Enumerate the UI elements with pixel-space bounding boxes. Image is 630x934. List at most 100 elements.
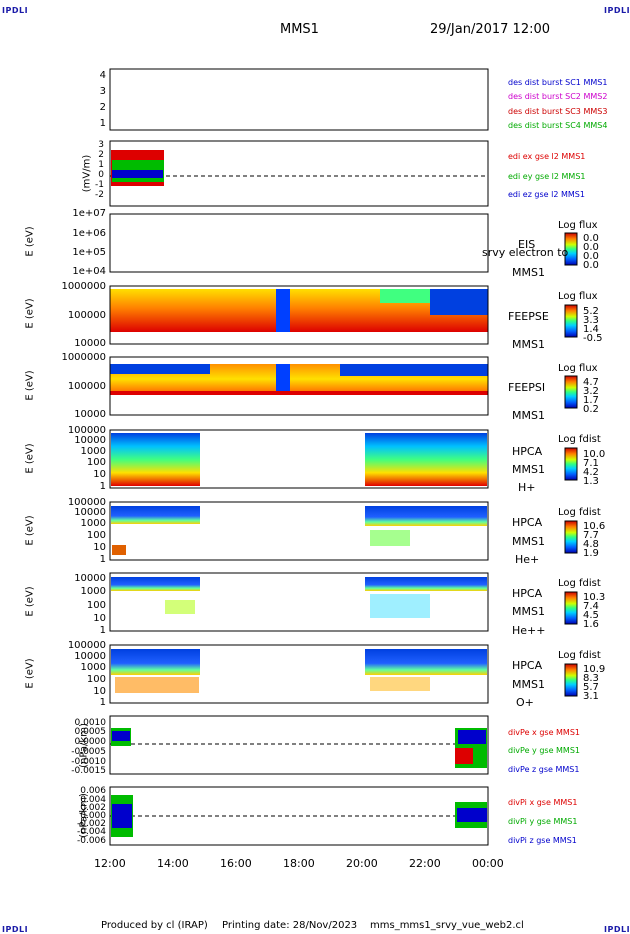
hpca-hepp-species: He++ xyxy=(512,624,546,637)
hpca-h-species: H+ xyxy=(518,481,536,494)
hpca-o-ytick-10: 10 xyxy=(93,686,106,697)
feepsi-bottom-band xyxy=(110,391,488,395)
des-legend-3: des dist burst SC3 MMS3 xyxy=(508,107,608,116)
hpca-o-colorbar-title: Log fdist xyxy=(558,650,601,661)
divpi-ytick-m0002: -0.002 xyxy=(76,819,106,829)
hpca-h-colorbar xyxy=(564,447,578,481)
hpca-h-ytick-1e5: 100000 xyxy=(67,425,106,436)
divpe-legend-y: divPe y gse MMS1 xyxy=(508,746,580,755)
footer-printing-date: Printing date: 28/Nov/2023 xyxy=(222,920,358,931)
divpe-legend-z: divPe z gse MMS1 xyxy=(508,765,580,774)
eis-colorbar xyxy=(564,232,578,266)
hpca-hepp-colorbar-title: Log fdist xyxy=(558,578,601,589)
feepse-ytick-1e6: 1000000 xyxy=(61,281,106,292)
xtick-1800: 18:00 xyxy=(283,857,315,870)
footer-produced-by: Produced by cl (IRAP) xyxy=(101,920,208,931)
hpca-o-ytick-1e2: 100 xyxy=(86,674,106,685)
eis-ytick-1e5: 1e+05 xyxy=(72,247,106,258)
hpca-hepp-block-1 xyxy=(111,577,200,591)
corner-label-bottom-left: IPDLI xyxy=(2,925,29,934)
divpi-ytick-m0004: -0.004 xyxy=(76,827,106,837)
hpca-hepp-ytick-1e3: 1000 xyxy=(80,586,106,597)
des-ytick-3: 3 xyxy=(99,86,106,97)
feepse-colorbar xyxy=(564,304,578,338)
feepsi-ytick-1e5: 100000 xyxy=(67,381,106,392)
hpca-he-ytick-1e2: 100 xyxy=(86,530,106,541)
edi-ytick-0: 0 xyxy=(98,170,104,180)
hpca-h-cb-tick-1: 10.0 xyxy=(583,449,606,460)
hpca-hepp-ytick-1e2: 100 xyxy=(86,600,106,611)
hpca-hepp-ytick-1: 1 xyxy=(99,625,106,636)
footer-filename: mms_mms1_srvy_vue_web2.cl xyxy=(370,920,524,931)
hpca-he-ytick-1e3: 1000 xyxy=(80,518,106,529)
feepsi-colorbar xyxy=(564,375,578,409)
divpe-legend-x: divPe x gse MMS1 xyxy=(508,728,580,737)
des-ytick-4: 4 xyxy=(99,70,106,81)
corner-label-top-right: IPDLI xyxy=(604,6,630,15)
eis-cb-tick-1: 0.0 xyxy=(583,233,599,244)
hpca-o-label: HPCA xyxy=(512,659,543,672)
hpca-he-block-1 xyxy=(111,506,200,524)
hpca-he-label: HPCA xyxy=(512,516,543,529)
hpca-hepp-ytick-10: 10 xyxy=(93,613,106,624)
hpca-hepp-label: HPCA xyxy=(512,587,543,600)
hpca-h-ytick-1e4: 10000 xyxy=(74,435,106,446)
hpca-h-ytick-10: 10 xyxy=(93,469,106,480)
divpe-ytick-0010: 0.0010 xyxy=(74,718,107,728)
edi-trace-z xyxy=(112,170,163,178)
eis-mms-label: MMS1 xyxy=(512,266,545,279)
eis-ytick-1e7: 1e+07 xyxy=(72,208,106,219)
hpca-he-ytick-1e5: 100000 xyxy=(67,497,106,508)
hpca-hepp-cb-tick-1: 10.3 xyxy=(583,592,606,603)
hpca-o-ytick-1e5: 100000 xyxy=(67,640,106,651)
eis-cb-tick-4: 0.0 xyxy=(583,260,599,271)
hpca-he-ytick-1e4: 10000 xyxy=(74,507,106,518)
feepse-colorbar-title: Log flux xyxy=(558,291,598,302)
hpca-h-ytick-1e2: 100 xyxy=(86,457,106,468)
hpca-he-colorbar xyxy=(564,520,578,554)
feepsi-colorbar-title: Log flux xyxy=(558,363,598,374)
des-ytick-2: 2 xyxy=(99,102,106,113)
hpca-h-colorbar-title: Log fdist xyxy=(558,434,601,445)
des-legend-4: des dist burst SC4 MMS4 xyxy=(508,121,608,130)
hpca-h-cb-tick-3: 4.2 xyxy=(583,467,599,478)
hpca-o-cb-tick-1: 10.9 xyxy=(583,664,606,675)
xtick-2000: 20:00 xyxy=(346,857,378,870)
divpi-ytick-0002: 0.002 xyxy=(80,803,106,813)
feepse-cb-tick-3: 1.4 xyxy=(583,324,599,335)
feepsi-cb-tick-3: 1.7 xyxy=(583,395,599,406)
feepsi-cb-tick-1: 4.7 xyxy=(583,377,599,388)
edi-ytick-2: 2 xyxy=(98,150,104,160)
hpca-o-colorbar xyxy=(564,663,578,697)
divpe-ytick-m0010: -0.0010 xyxy=(71,757,106,767)
edi-ytick-1: 1 xyxy=(98,160,104,170)
feepsi-cb-tick-2: 3.2 xyxy=(583,386,599,397)
hpca-h-ytick-1: 1 xyxy=(99,481,106,492)
feepse-mms-label: MMS1 xyxy=(512,338,545,351)
hpca-h-ytick-1e3: 1000 xyxy=(80,446,106,457)
xtick-1200: 12:00 xyxy=(94,857,126,870)
hpca-o-species: O+ xyxy=(516,696,534,709)
divpe-trace-early-z xyxy=(112,731,130,741)
hpca-h-cb-tick-2: 7.1 xyxy=(583,458,599,469)
hpca-hepp-cb-tick-3: 4.5 xyxy=(583,610,599,621)
feepse-ytick-1e5: 100000 xyxy=(67,310,106,321)
des-ytick-1: 1 xyxy=(99,118,106,129)
divpi-ytick-0006: 0.006 xyxy=(80,786,106,796)
eis-ytick-1e6: 1e+06 xyxy=(72,228,106,239)
divpi-ytick-m0006: -0.006 xyxy=(76,836,106,846)
xtick-1600: 16:00 xyxy=(220,857,252,870)
eis-sublabel: srvy electron to xyxy=(482,246,569,259)
hpca-o-block-1 xyxy=(111,649,200,675)
divpi-legend-z: divPi z gse MMS1 xyxy=(508,836,577,845)
xtick-2200: 22:00 xyxy=(409,857,441,870)
